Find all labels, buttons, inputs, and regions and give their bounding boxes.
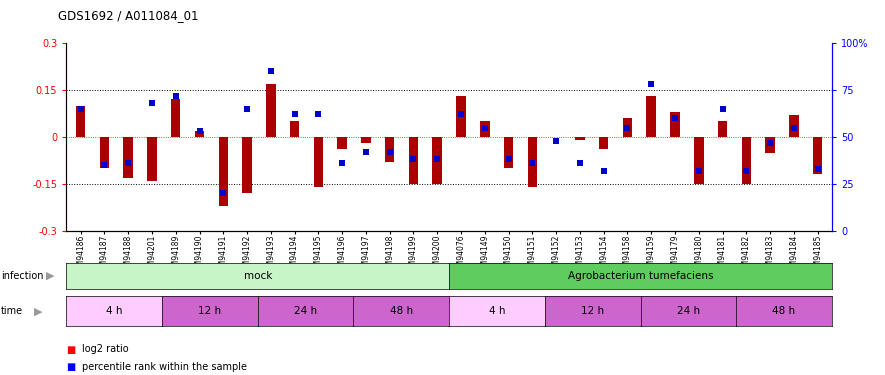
Text: 12 h: 12 h [198, 306, 221, 316]
Bar [457, 96, 466, 137]
Text: 48 h: 48 h [773, 306, 796, 316]
Text: time: time [1, 306, 23, 316]
Text: mock: mock [243, 271, 272, 280]
Text: 4 h: 4 h [489, 306, 505, 316]
Text: ■: ■ [66, 345, 75, 354]
Bar [504, 137, 513, 168]
Bar [76, 106, 85, 137]
Bar [742, 137, 751, 184]
Text: log2 ratio: log2 ratio [82, 345, 129, 354]
Text: GDS1692 / A011084_01: GDS1692 / A011084_01 [58, 9, 198, 22]
Bar [527, 137, 537, 187]
Bar [409, 137, 419, 184]
Text: 24 h: 24 h [294, 306, 317, 316]
Text: infection: infection [1, 271, 43, 280]
Bar [623, 118, 632, 137]
Text: Agrobacterium tumefaciens: Agrobacterium tumefaciens [568, 271, 713, 280]
Bar [313, 137, 323, 187]
Bar [480, 121, 489, 137]
Text: 4 h: 4 h [106, 306, 122, 316]
Bar [361, 137, 371, 143]
Bar [100, 137, 109, 168]
Text: ▶: ▶ [46, 271, 55, 280]
Text: 24 h: 24 h [677, 306, 700, 316]
Text: ▶: ▶ [34, 306, 42, 316]
Bar [813, 137, 822, 174]
Bar [718, 121, 727, 137]
Bar [766, 137, 775, 153]
Bar [195, 130, 204, 137]
Text: percentile rank within the sample: percentile rank within the sample [82, 362, 247, 372]
Bar [789, 115, 798, 137]
Bar [290, 121, 299, 137]
Bar [337, 137, 347, 149]
Text: ■: ■ [66, 362, 75, 372]
Text: 12 h: 12 h [581, 306, 604, 316]
Bar [266, 84, 275, 137]
Bar [670, 112, 680, 137]
Bar [123, 137, 133, 177]
Bar [599, 137, 608, 149]
Bar [242, 137, 252, 193]
Text: 48 h: 48 h [389, 306, 413, 316]
Bar [147, 137, 157, 181]
Bar [575, 137, 585, 140]
Bar [646, 96, 656, 137]
Bar [433, 137, 442, 184]
Bar [171, 99, 181, 137]
Bar [385, 137, 395, 162]
Bar [694, 137, 704, 184]
Bar [219, 137, 228, 206]
